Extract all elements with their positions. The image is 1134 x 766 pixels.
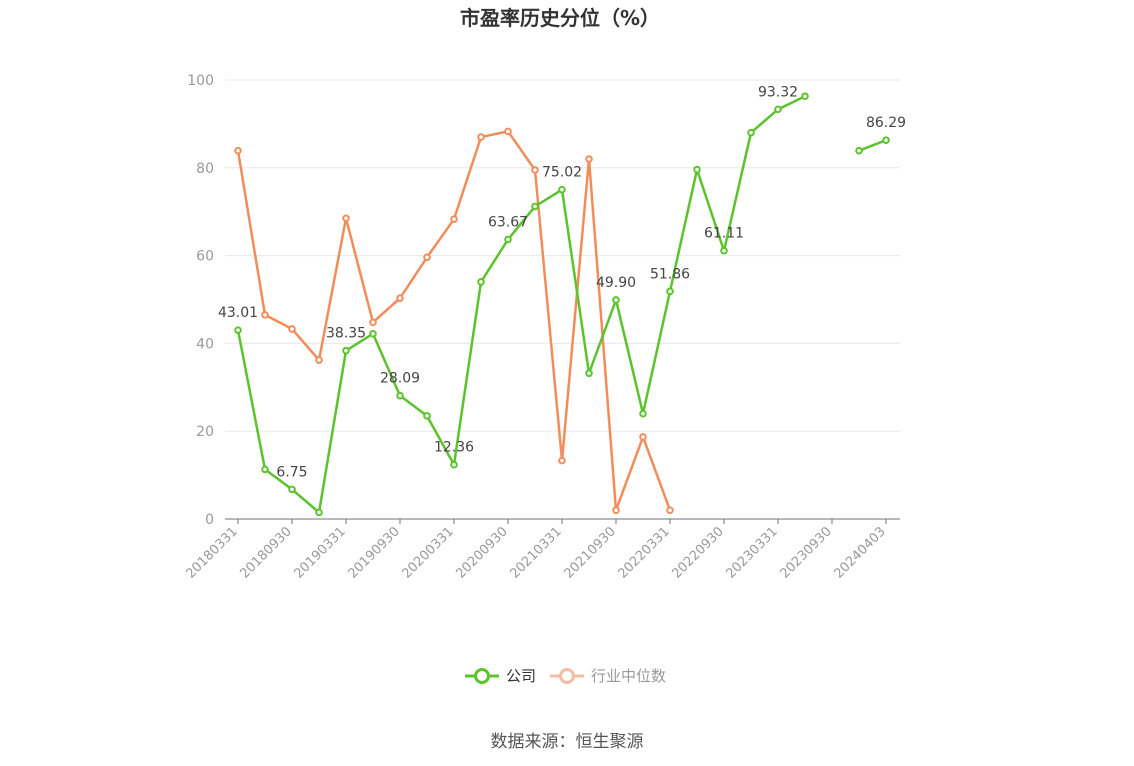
y-tick-label: 60 xyxy=(196,249,214,265)
data-point xyxy=(342,214,350,223)
data-point xyxy=(558,456,566,465)
data-point xyxy=(315,508,323,517)
x-tick-label: 20230331 xyxy=(723,524,780,581)
data-point xyxy=(261,311,269,319)
data-label: 12.36 xyxy=(434,440,474,456)
data-point xyxy=(477,278,485,286)
legend-label: 公司 xyxy=(506,667,536,685)
data-label: 28.09 xyxy=(380,371,420,387)
data-point xyxy=(342,346,350,355)
y-tick-label: 20 xyxy=(196,424,214,440)
data-label: 63.67 xyxy=(488,214,528,230)
data-point xyxy=(720,246,728,255)
data-point xyxy=(612,506,620,515)
data-point xyxy=(774,105,782,114)
data-point xyxy=(639,433,647,441)
x-tick-label: 20200331 xyxy=(399,524,456,581)
x-tick-label: 20220930 xyxy=(669,524,726,581)
data-point xyxy=(504,127,512,136)
x-tick-label: 20240403 xyxy=(831,524,888,581)
data-point xyxy=(450,215,458,223)
data-point xyxy=(288,325,296,333)
data-label: 93.32 xyxy=(758,84,798,100)
data-point xyxy=(234,326,242,334)
data-label: 6.75 xyxy=(276,464,307,480)
data-point xyxy=(747,128,755,137)
data-point xyxy=(585,369,593,378)
data-point xyxy=(612,296,620,304)
data-point xyxy=(450,460,458,469)
data-point xyxy=(558,185,566,194)
data-point xyxy=(315,356,323,364)
data-point xyxy=(369,329,377,338)
data-point xyxy=(531,166,539,174)
x-tick-label: 20210331 xyxy=(507,524,564,581)
x-tick-label: 20190331 xyxy=(291,524,348,581)
data-label: 51.86 xyxy=(650,266,690,282)
data-source-footer: 数据来源：恒生聚源 xyxy=(491,732,644,752)
data-point xyxy=(288,485,296,494)
data-point xyxy=(639,409,647,418)
x-tick-label: 20180930 xyxy=(237,524,294,581)
series-lines xyxy=(234,92,890,517)
data-label: 75.02 xyxy=(542,165,582,181)
data-label: 38.35 xyxy=(326,326,366,342)
data-point xyxy=(423,412,431,420)
legend-label: 行业中位数 xyxy=(591,667,666,685)
y-tick-label: 100 xyxy=(187,73,214,89)
data-point xyxy=(882,136,890,144)
data-point xyxy=(504,235,512,244)
legend[interactable]: 公司 行业中位数 xyxy=(465,667,666,685)
data-point xyxy=(369,318,377,327)
data-point xyxy=(801,92,809,101)
data-point xyxy=(585,155,593,163)
data-point xyxy=(396,294,404,302)
data-label: 61.11 xyxy=(704,226,744,242)
x-tick-label: 20190930 xyxy=(345,524,402,581)
data-label: 49.90 xyxy=(596,275,636,291)
data-point xyxy=(666,287,674,296)
data-point xyxy=(855,146,863,155)
data-point xyxy=(261,465,269,474)
legend-marker-icon xyxy=(474,668,490,684)
data-label: 43.01 xyxy=(218,305,258,321)
y-tick-label: 40 xyxy=(196,336,214,352)
data-label: 86.29 xyxy=(866,115,906,131)
data-point xyxy=(693,165,701,174)
x-tick-label: 20230930 xyxy=(777,524,834,581)
data-point xyxy=(423,253,431,262)
gridlines xyxy=(225,79,900,432)
data-labels: 43.01 6.75 38.35 28.09 12.36 63.67 75.02 49.90 5… xyxy=(218,84,906,480)
legend-marker-icon xyxy=(559,668,575,684)
y-tick-label: 0 xyxy=(205,512,214,528)
y-tick-label: 80 xyxy=(196,161,214,177)
data-point xyxy=(396,391,404,400)
x-tick-label: 20180331 xyxy=(183,524,240,581)
x-tick-label: 20210930 xyxy=(561,524,618,581)
legend-item[interactable]: 行业中位数 xyxy=(550,667,666,685)
data-point xyxy=(477,133,485,141)
series-line xyxy=(236,95,887,514)
chart-title: 市盈率历史分位（%） xyxy=(460,6,660,30)
data-point xyxy=(531,202,539,211)
legend-item[interactable]: 公司 xyxy=(465,667,536,685)
data-point xyxy=(666,506,674,515)
x-tick-label: 20200930 xyxy=(453,524,510,581)
x-tick-label: 20220331 xyxy=(615,524,672,581)
data-point xyxy=(234,146,242,155)
